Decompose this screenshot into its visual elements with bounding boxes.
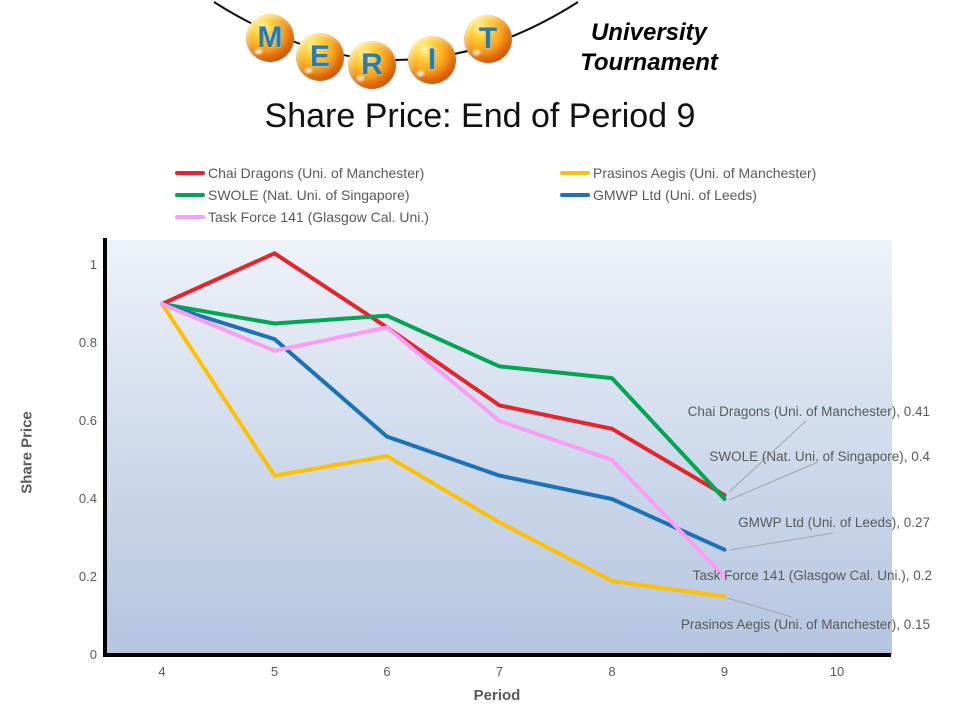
logo-letter-i: I	[427, 43, 437, 76]
x-tick-label-4: 4	[158, 664, 166, 679]
series-layer	[160, 251, 727, 599]
legend-label-swole: SWOLE (Nat. Uni. of Singapore)	[208, 187, 410, 203]
legend-item-prasinos-aegis: Prasinos Aegis (Uni. of Manchester)	[560, 162, 816, 184]
x-axis-title: Period	[473, 687, 521, 704]
data-label-gmwp-ltd: GMWP Ltd (Uni. of Leeds), 0.27	[738, 515, 930, 530]
legend-swatch-chai-dragons	[175, 171, 205, 175]
legend-swatch-task-force-141	[175, 215, 205, 219]
leader-line-chai	[728, 420, 807, 493]
legend-swatch-swole	[175, 193, 205, 197]
series-line-task-force-141	[160, 302, 727, 579]
x-tick-label-7: 7	[495, 664, 504, 679]
legend-item-gmwp-ltd: GMWP Ltd (Uni. of Leeds)	[560, 184, 816, 206]
leader-line-swole	[728, 461, 819, 501]
data-label-chai-dragons: Chai Dragons (Uni. of Manchester), 0.41	[687, 404, 930, 419]
logo-ball-t: T	[464, 15, 512, 63]
org-name-line2: Tournament	[580, 49, 718, 76]
legend-right-column: Prasinos Aegis (Uni. of Manchester) GMWP…	[560, 162, 816, 206]
y-tick-label-0.2: 0.2	[78, 569, 97, 584]
x-tick-label-6: 6	[383, 664, 391, 679]
data-label-prasinos-aegis: Prasinos Aegis (Uni. of Manchester), 0.1…	[680, 617, 930, 632]
x-tick-label-10: 10	[829, 664, 845, 679]
x-tick-label-9: 9	[720, 664, 729, 679]
y-tick-label-0.8: 0.8	[78, 335, 97, 350]
x-tick-label-5: 5	[270, 664, 279, 679]
legend-left-column: Chai Dragons (Uni. of Manchester) SWOLE …	[175, 162, 429, 228]
y-tick-label-1: 1	[89, 257, 97, 272]
series-line-swole	[160, 302, 727, 501]
data-label-task-force-141: Task Force 141 (Glasgow Cal. Uni.), 0.2	[692, 568, 932, 583]
legend-label-gmwp-ltd: GMWP Ltd (Uni. of Leeds)	[593, 187, 757, 203]
legend-label-task-force-141: Task Force 141 (Glasgow Cal. Uni.)	[208, 209, 429, 225]
logo-ball-r: R	[348, 41, 396, 89]
y-tick-label-0.4: 0.4	[78, 491, 97, 506]
y-axis-title: Share Price	[18, 411, 36, 494]
org-name: University Tournament	[558, 18, 740, 78]
series-line-gmwp-ltd	[160, 302, 727, 552]
legend-item-task-force-141: Task Force 141 (Glasgow Cal. Uni.)	[175, 206, 429, 228]
series-line-chai-dragons	[160, 251, 727, 498]
data-label-swole: SWOLE (Nat. Uni. of Singapore), 0.4	[709, 449, 930, 464]
legend-item-swole: SWOLE (Nat. Uni. of Singapore)	[175, 184, 429, 206]
org-name-line1: University	[590, 19, 708, 46]
logo-ball-m: M	[246, 14, 294, 62]
legend-label-prasinos-aegis: Prasinos Aegis (Uni. of Manchester)	[593, 165, 817, 181]
chart-title: Share Price: End of Period 9	[264, 97, 696, 135]
plot-area	[105, 240, 892, 655]
legend-swatch-gmwp-ltd	[560, 193, 590, 197]
legend-swatch-prasinos-aegis	[560, 171, 590, 175]
legend-label-chai-dragons: Chai Dragons (Uni. of Manchester)	[208, 165, 425, 181]
series-line-prasinos-aegis	[160, 302, 727, 599]
leader-line-prasinos	[726, 597, 793, 618]
logo-letter-r: R	[361, 48, 383, 81]
leader-line-gmwp	[729, 532, 834, 551]
x-tick-label-8: 8	[608, 664, 616, 679]
logo-letter-e: E	[309, 40, 330, 73]
logo-ball-i: I	[408, 36, 456, 84]
legend-item-chai-dragons: Chai Dragons (Uni. of Manchester)	[175, 162, 429, 184]
y-tick-label-0.6: 0.6	[78, 413, 97, 428]
y-tick-label-0: 0	[89, 647, 97, 662]
logo-letter-m: M	[257, 21, 283, 54]
logo-letter-t: T	[478, 22, 498, 55]
logo-ball-e: E	[296, 33, 344, 81]
